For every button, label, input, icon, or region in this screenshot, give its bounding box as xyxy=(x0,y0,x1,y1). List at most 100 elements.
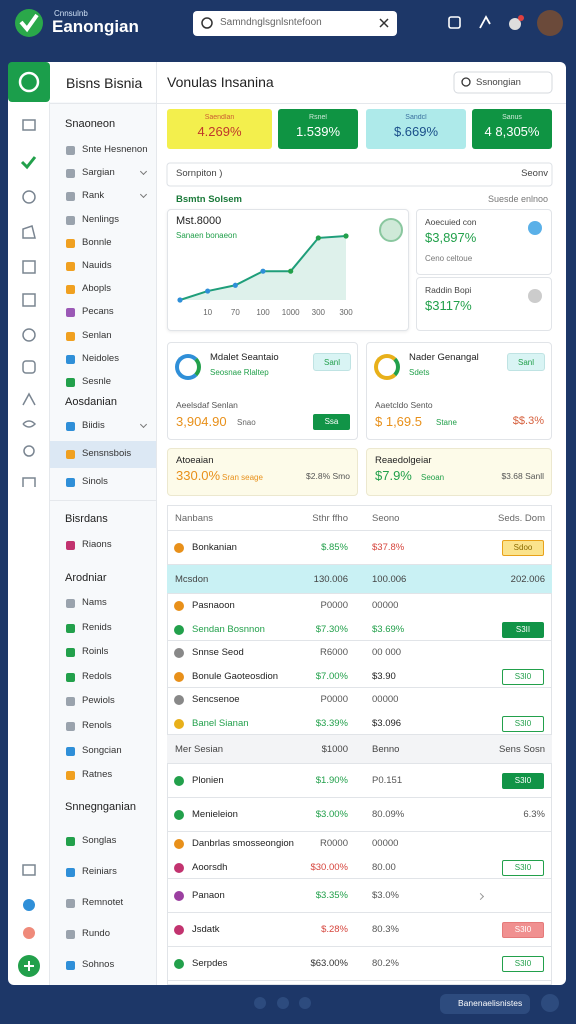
rail-icon[interactable] xyxy=(22,190,36,204)
row-badge: Sdoo xyxy=(502,540,544,556)
rail-icon[interactable] xyxy=(22,293,36,307)
search-text: Ssnongian xyxy=(476,77,521,88)
row-name: Snnse Seod xyxy=(192,647,244,658)
row-value: $.28% xyxy=(321,924,348,935)
row-value: $7.30% xyxy=(315,624,348,635)
filter-right: Seonv xyxy=(521,168,548,179)
item-icon xyxy=(66,169,75,179)
add-icon xyxy=(24,961,34,971)
card-unit: Snao xyxy=(237,418,256,427)
header-icon[interactable] xyxy=(479,15,491,29)
rail-icon[interactable] xyxy=(22,360,36,374)
item-icon xyxy=(66,837,75,846)
row-name: Sencsenoe xyxy=(192,694,240,705)
notification-icon[interactable] xyxy=(509,18,521,30)
item-icon xyxy=(66,541,75,550)
rail-icon[interactable] xyxy=(22,392,36,406)
rail-icon[interactable] xyxy=(22,420,37,428)
stat-card xyxy=(472,109,552,149)
row-badge: S3I0 xyxy=(502,716,544,732)
rail-icon[interactable] xyxy=(22,260,36,274)
table-cell: Sthr ffho xyxy=(312,513,348,524)
row-value: $1.90% xyxy=(315,775,348,786)
summary-unit: Seoan xyxy=(421,473,445,482)
header-icon[interactable] xyxy=(448,16,461,29)
rail-logo[interactable] xyxy=(8,62,50,102)
rail-icon[interactable] xyxy=(22,119,36,131)
search-box[interactable] xyxy=(193,11,397,36)
rail-icon[interactable] xyxy=(20,156,37,170)
sidebar-heading: Aosdanian xyxy=(65,396,117,408)
rail-icon[interactable] xyxy=(22,225,36,239)
footer-icon[interactable] xyxy=(541,994,559,1012)
item-icon xyxy=(66,378,75,387)
stat-value: 1.539% xyxy=(295,124,341,139)
row-border xyxy=(167,980,552,981)
clear-icon[interactable] xyxy=(379,18,389,28)
row-value: $3.35% xyxy=(315,890,348,901)
sidebar-item: Riaons xyxy=(82,539,112,550)
card-label: Aaetcldo Sento xyxy=(375,400,433,410)
search-icon xyxy=(461,77,471,87)
item-icon xyxy=(66,354,75,364)
sidebar-item: Nenlings xyxy=(82,213,119,225)
stat-value: 4 8,305% xyxy=(484,124,540,139)
rail-icon[interactable] xyxy=(22,477,36,487)
brand-top: Cnnsulnb xyxy=(54,9,88,18)
summary-card xyxy=(167,448,358,496)
row-badge: S3I0 xyxy=(502,773,544,789)
rail-icon[interactable] xyxy=(23,445,35,457)
item-icon xyxy=(66,746,75,756)
row-value: 80.00 xyxy=(372,862,396,873)
row-badge: S3I0 xyxy=(502,956,544,972)
sidebar-item: Snte Hesnenon xyxy=(82,144,148,155)
item-icon xyxy=(66,285,75,295)
row-name: Pasnaoon xyxy=(192,600,235,611)
pager-dot[interactable] xyxy=(277,997,289,1009)
row-value: 00 000 xyxy=(372,647,402,658)
item-icon xyxy=(66,648,75,658)
row-badge: S3II xyxy=(502,622,544,638)
sidebar-item: Sargian xyxy=(82,167,115,179)
sidebar-item: Abopls xyxy=(82,283,112,295)
item-icon xyxy=(66,262,75,271)
rail-icon[interactable] xyxy=(23,927,35,939)
table-cell: Nanbans xyxy=(175,513,214,524)
item-icon xyxy=(66,697,75,707)
item-icon xyxy=(66,308,75,318)
side-label: Raddin Bopi xyxy=(425,285,472,295)
rail-icon[interactable] xyxy=(23,899,35,911)
card-button: Ssa xyxy=(313,414,350,430)
rail-icon[interactable] xyxy=(22,864,36,876)
avatar[interactable] xyxy=(537,10,563,36)
card-label: Aeelsdaf Senlan xyxy=(176,400,238,410)
sidebar-heading: Snaoneon xyxy=(65,118,116,130)
row-value: $37.8% xyxy=(372,542,405,553)
pager-dot[interactable] xyxy=(299,997,311,1009)
main-search[interactable] xyxy=(453,71,553,94)
item-icon xyxy=(66,930,75,939)
rail-icon[interactable] xyxy=(22,328,36,342)
stat-label: Sandcl xyxy=(405,114,427,121)
sidebar-item: Biidis xyxy=(82,420,105,431)
section-row xyxy=(167,735,552,764)
row-name: Panaon xyxy=(192,890,225,901)
table-cell: Seds. Dom xyxy=(498,513,545,524)
item-icon xyxy=(66,422,75,431)
table-cell: Sens Sosn xyxy=(499,744,545,755)
rail-logo-mark xyxy=(18,71,40,93)
footer-pill[interactable] xyxy=(440,994,530,1014)
side-value: $3,897% xyxy=(425,230,477,245)
pager-dot[interactable] xyxy=(254,997,266,1009)
filter-bar[interactable] xyxy=(166,162,553,187)
filter-left: Sornpiton ) xyxy=(176,168,223,179)
row-border xyxy=(167,831,552,832)
sidebar-item: Nams xyxy=(82,597,107,608)
row-icon xyxy=(174,839,184,849)
chart-avatar xyxy=(379,218,403,242)
row-icon xyxy=(174,776,184,786)
divider xyxy=(50,500,157,501)
item-icon xyxy=(66,868,75,877)
stat-card xyxy=(278,109,358,149)
sidebar-heading: Arodniar xyxy=(65,572,107,584)
